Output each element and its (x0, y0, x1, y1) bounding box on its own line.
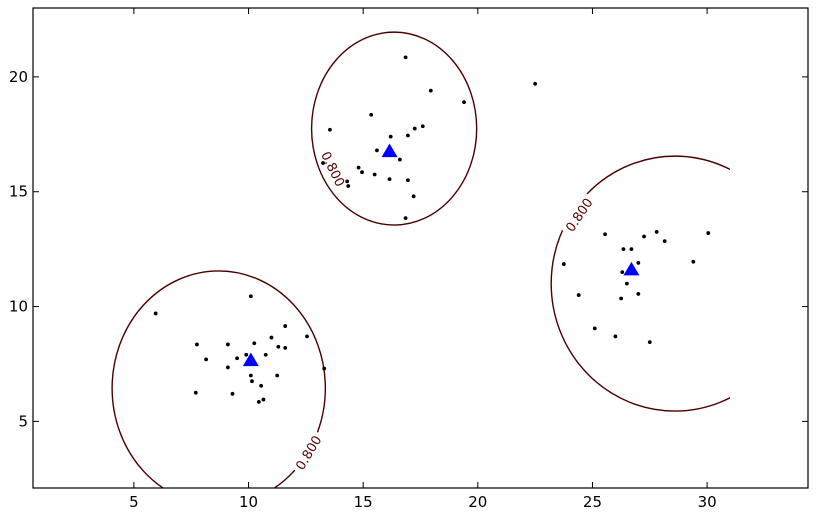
data-point-55 (225, 365, 230, 370)
data-point-27 (662, 239, 667, 244)
data-point-51 (204, 357, 209, 362)
x-tick-label-20: 20 (468, 493, 487, 511)
data-point-12 (397, 157, 402, 162)
contour-label-group-2: 0.800 (558, 191, 599, 238)
data-point-62 (230, 391, 235, 396)
data-point-44 (305, 334, 309, 339)
contour-label-group-1: 0.800 (315, 145, 352, 193)
data-point-63 (261, 397, 266, 402)
data-point-64 (256, 399, 261, 404)
data-point-7 (420, 124, 425, 129)
data-point-13 (321, 161, 325, 165)
data-point-34 (624, 281, 629, 286)
contour-label-gap-2 (558, 191, 599, 238)
x-tick-label-30: 30 (698, 493, 717, 511)
data-point-43 (283, 324, 288, 328)
data-point-6 (328, 127, 332, 132)
data-point-20 (346, 184, 351, 188)
data-point-41 (248, 294, 253, 299)
contour-line-2 (550, 155, 731, 412)
data-point-37 (619, 296, 624, 301)
axes: 5 10 15 20 25 30 5 10 15 20 (9, 7, 809, 511)
data-point-59 (250, 379, 254, 384)
contour-label-gap-3 (289, 428, 328, 476)
y-tick-label-15: 15 (9, 183, 28, 201)
contour-label-group-3: 0.800 (289, 428, 328, 476)
data-point-9 (405, 133, 410, 138)
data-point-15 (360, 170, 364, 175)
data-point-33 (620, 270, 625, 275)
plot-area: 0.800 0.800 0.800 (111, 31, 731, 488)
data-point-23 (706, 231, 711, 235)
data-point-8 (412, 126, 417, 131)
data-point-32 (636, 261, 641, 265)
data-point-58 (275, 373, 280, 378)
data-point-14 (356, 165, 361, 170)
cluster-center-marker-1 (381, 143, 398, 158)
data-point-17 (387, 177, 392, 182)
contour-1: 0.800 (310, 31, 478, 226)
data-point-26 (642, 234, 646, 239)
data-point-45 (269, 335, 274, 340)
data-point-22 (403, 216, 408, 221)
data-point-10 (388, 134, 393, 139)
y-tick-label-5: 5 (18, 412, 28, 430)
contour-2: 0.800 (550, 155, 731, 412)
data-point-5 (369, 112, 374, 117)
contour-line-3 (111, 270, 327, 488)
data-point-19 (345, 179, 350, 184)
data-point-47 (195, 342, 199, 347)
data-point-11 (375, 148, 379, 153)
data-point-60 (259, 383, 264, 388)
data-point-50 (283, 346, 288, 350)
data-point-57 (248, 373, 253, 378)
data-point-38 (592, 326, 597, 331)
data-point-39 (613, 334, 618, 339)
data-point-24 (603, 232, 607, 237)
data-point-29 (629, 247, 634, 252)
y-tick-label-10: 10 (9, 298, 28, 316)
data-point-31 (561, 262, 566, 266)
data-point-42 (153, 311, 158, 316)
data-point-4 (533, 81, 538, 86)
data-point-36 (636, 292, 641, 296)
data-point-16 (372, 172, 377, 177)
cluster-center-marker-2 (623, 261, 640, 276)
data-point-40 (647, 340, 652, 345)
data-point-53 (244, 352, 249, 357)
data-point-1 (403, 55, 408, 60)
cluster-center-marker-3 (242, 352, 259, 367)
data-point-30 (691, 259, 696, 264)
data-point-61 (193, 390, 198, 395)
contour-3: 0.800 (111, 270, 328, 488)
data-point-18 (405, 178, 410, 183)
contour-line-1 (310, 31, 478, 226)
data-point-48 (252, 341, 257, 346)
x-tick-label-5: 5 (129, 493, 139, 511)
data-point-2 (428, 88, 433, 93)
x-tick-label-10: 10 (239, 493, 258, 511)
data-point-46 (225, 342, 230, 347)
data-point-35 (576, 293, 581, 297)
data-point-49 (276, 344, 281, 349)
plot-frame (32, 7, 809, 489)
data-point-56 (322, 366, 327, 371)
y-tick-label-20: 20 (9, 68, 28, 86)
x-tick-label-25: 25 (583, 493, 602, 511)
contour-label-gap-1 (315, 145, 352, 193)
data-point-21 (411, 194, 416, 199)
data-point-3 (462, 100, 466, 105)
data-point-52 (235, 356, 239, 361)
data-point-25 (654, 230, 659, 234)
x-tick-label-15: 15 (354, 493, 373, 511)
data-point-28 (621, 247, 626, 252)
data-point-54 (263, 352, 268, 357)
